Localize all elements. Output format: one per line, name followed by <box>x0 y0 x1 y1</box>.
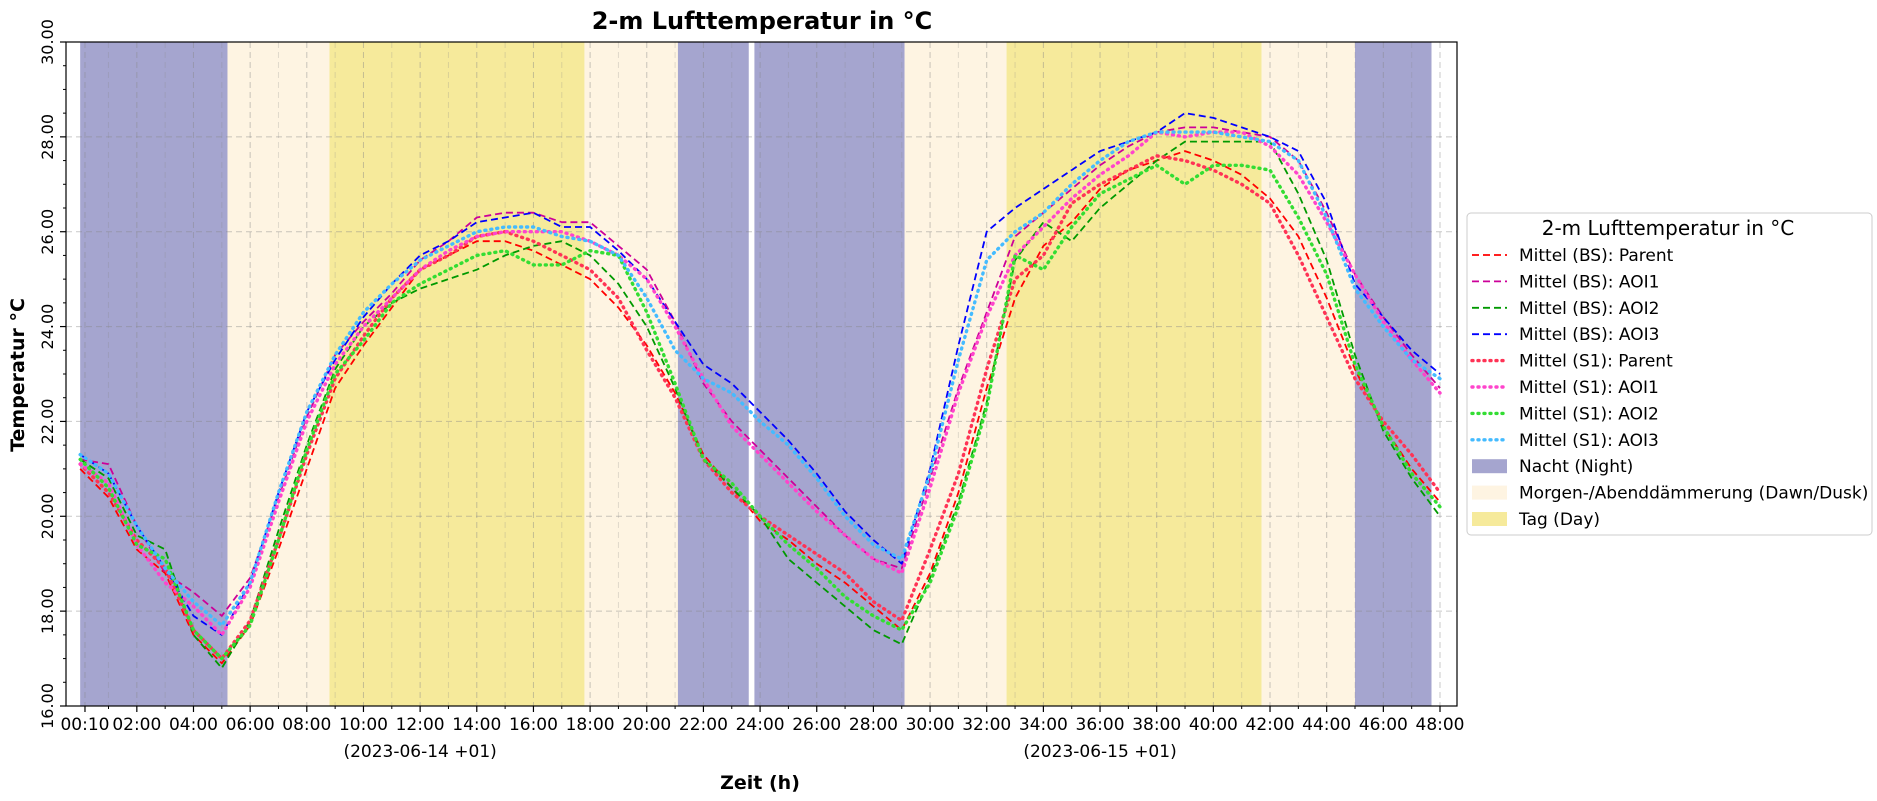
series-line-2 <box>80 126 1441 617</box>
series-lines <box>78 112 1442 669</box>
band-night <box>80 42 228 706</box>
band-dawn-dusk <box>1261 42 1356 706</box>
x-tick-label: 14:00 <box>452 715 501 735</box>
x-tick-label: 08:00 <box>282 715 331 735</box>
chart-title: 2-m Lufttemperatur in °C <box>592 7 933 35</box>
x-tick-label: 16:00 <box>509 715 558 735</box>
series-line-8 <box>78 130 1442 628</box>
x-tick-label: 28:00 <box>849 715 898 735</box>
y-tick-label: 28.00 <box>38 114 57 160</box>
y-tick-label: 20.00 <box>38 493 57 539</box>
x-axis-ticks: 00:10 02:00 04:00 06:00 08:00 10:00 12:00 14:00… <box>60 706 1465 735</box>
x-tick-label: 00:10 <box>60 715 109 735</box>
band-night <box>754 42 905 706</box>
legend-items: Mittel (BS): Parent Mittel (BS): AOI1 Mitt… <box>1470 246 1868 530</box>
y-tick-label: 24.00 <box>38 304 57 350</box>
legend-label: Tag (Day) <box>1518 510 1600 530</box>
x-tick-label: 34:00 <box>1019 715 1068 735</box>
legend-swatch-day <box>1472 512 1507 526</box>
legend-label: Mittel (S1): Parent <box>1519 352 1673 372</box>
x-tick-label: 40:00 <box>1189 715 1238 735</box>
date-label: (2023-06-15 +01) <box>1023 742 1176 762</box>
x-tick-label: 06:00 <box>226 715 275 735</box>
legend-box <box>1466 212 1873 536</box>
legend-label: Mittel (BS): AOI2 <box>1519 299 1659 319</box>
legend-label: Mittel (S1): AOI3 <box>1519 431 1659 451</box>
legend-swatch-night <box>1472 459 1507 474</box>
legend-label: Mittel (S1): AOI2 <box>1519 404 1659 424</box>
band-night <box>677 42 749 706</box>
y-tick-label: 30.00 <box>38 19 57 65</box>
legend-label: Mittel (BS): AOI3 <box>1519 325 1659 345</box>
legend-label: Mittel (BS): AOI1 <box>1519 272 1659 292</box>
x-axis-label: Zeit (h) <box>720 772 800 794</box>
x-tick-label: 10:00 <box>339 715 388 735</box>
date-labels: (2023-06-14 +01) (2023-06-15 +01) <box>343 742 1176 762</box>
legend-label: Nacht (Night) <box>1519 457 1633 477</box>
band-night <box>1355 42 1432 706</box>
x-tick-label: 46:00 <box>1359 715 1408 735</box>
y-tick-label: 16.00 <box>38 683 57 729</box>
date-label: (2023-06-14 +01) <box>343 742 496 762</box>
legend-label: Mittel (BS): Parent <box>1519 246 1674 266</box>
x-tick-label: 42:00 <box>1246 715 1295 735</box>
x-tick-label: 20:00 <box>622 715 671 735</box>
y-axis-label: Temperatur °C <box>7 298 29 452</box>
series-line-7 <box>78 163 1442 661</box>
legend: 2-m Lufttemperatur in °C Mittel (BS): Pa… <box>1466 212 1873 536</box>
band-day <box>329 42 585 706</box>
y-axis-ticks: 16.00 18.00 20.00 22.00 24.00 26.00 28.00 30.00 <box>38 19 66 729</box>
y-tick-label: 26.00 <box>38 209 57 255</box>
y-tick-label: 22.00 <box>38 399 57 445</box>
x-tick-label: 38:00 <box>1132 715 1181 735</box>
x-tick-label: 12:00 <box>396 715 445 735</box>
x-tick-label: 32:00 <box>962 715 1011 735</box>
x-tick-label: 36:00 <box>1076 715 1125 735</box>
x-tick-label: 48:00 <box>1416 715 1465 735</box>
x-tick-label: 02:00 <box>112 715 161 735</box>
x-tick-label: 44:00 <box>1302 715 1351 735</box>
x-tick-label: 22:00 <box>679 715 728 735</box>
legend-label: Mittel (S1): AOI1 <box>1519 378 1659 398</box>
x-tick-label: 26:00 <box>792 715 841 735</box>
x-tick-label: 18:00 <box>566 715 615 735</box>
series-line-1 <box>79 150 1441 665</box>
x-tick-label: 30:00 <box>906 715 955 735</box>
y-tick-label: 18.00 <box>38 588 57 634</box>
legend-label: Morgen-/Abenddämmerung (Dawn/Dusk) <box>1519 484 1868 504</box>
x-tick-label: 04:00 <box>169 715 218 735</box>
legend-title: 2-m Lufttemperatur in °C <box>1542 216 1795 240</box>
x-tick-label: 24:00 <box>736 715 785 735</box>
legend-swatch-dawn-dusk <box>1472 485 1507 500</box>
time-of-day-bands <box>80 42 1432 706</box>
